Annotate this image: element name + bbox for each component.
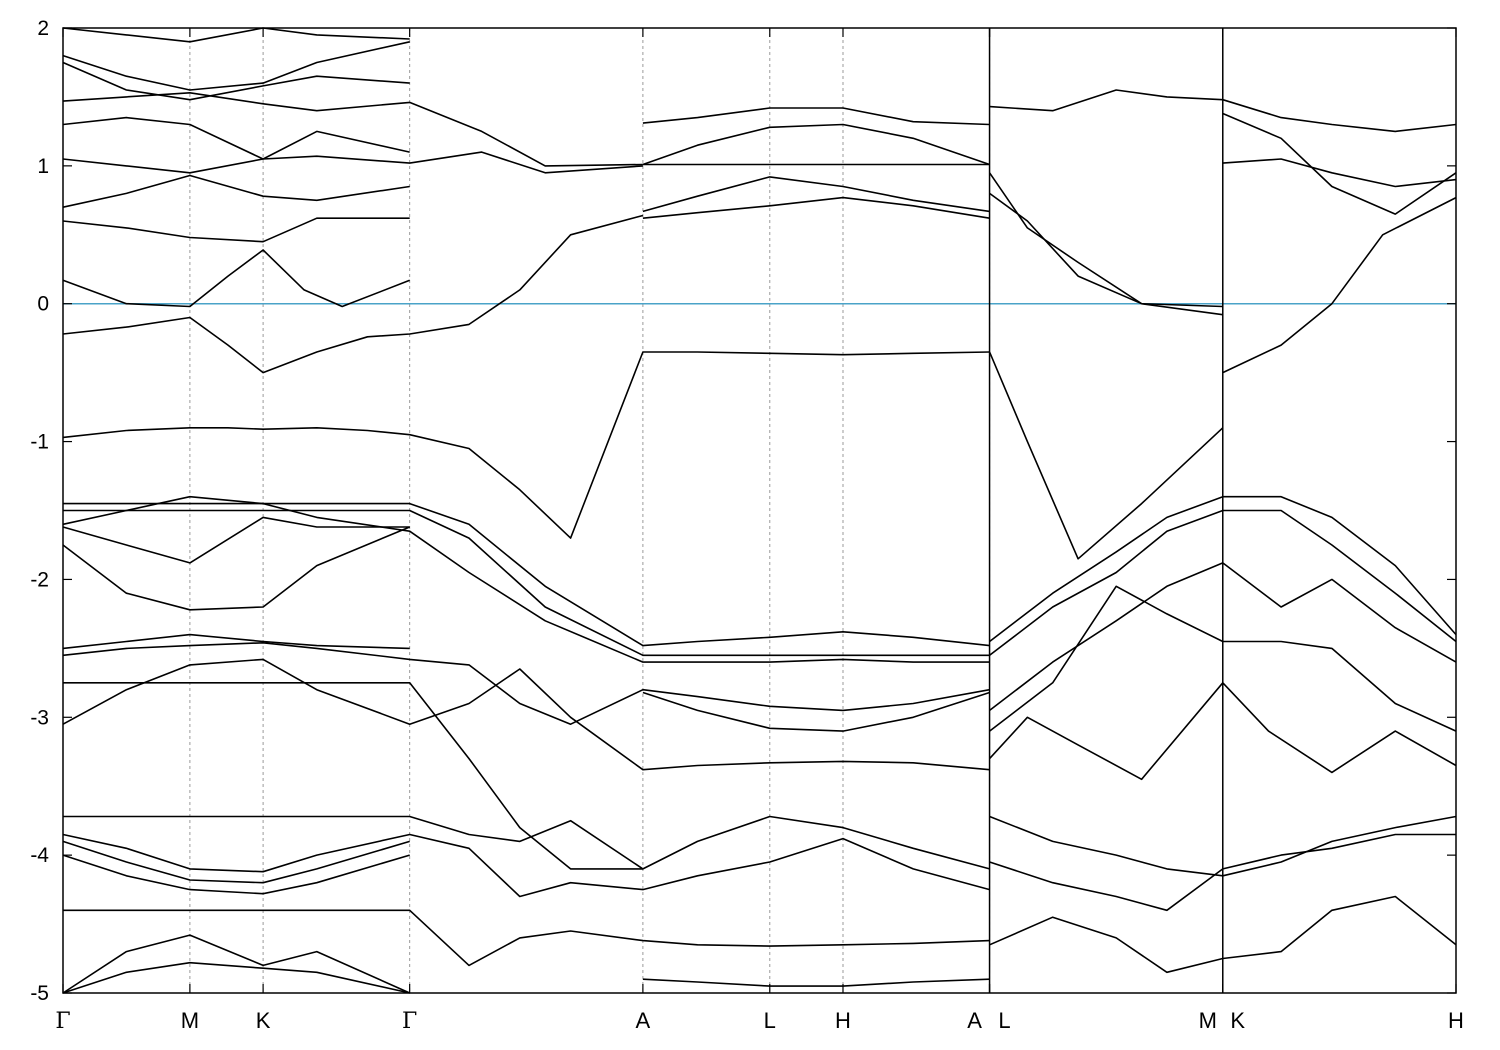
band-line-35 bbox=[63, 815, 990, 870]
band-line-6 bbox=[642, 196, 990, 219]
y-tick-label: 1 bbox=[37, 155, 49, 178]
band-line-28 bbox=[63, 681, 643, 870]
band-line-9 bbox=[989, 192, 1223, 308]
band-line-18 bbox=[1222, 112, 1457, 215]
band-line-44 bbox=[62, 961, 410, 994]
band-line-49 bbox=[62, 116, 410, 160]
x-kpoint-label: Γ bbox=[402, 1009, 417, 1034]
plot-frame bbox=[62, 27, 1457, 994]
band-line-46 bbox=[62, 27, 410, 43]
y-tick-label: -2 bbox=[30, 568, 49, 591]
y-tick-label: -5 bbox=[30, 982, 49, 1005]
y-tick-label: -1 bbox=[30, 431, 49, 454]
band-line-45 bbox=[642, 978, 990, 987]
band-line-37 bbox=[62, 840, 410, 884]
band-line-36 bbox=[62, 833, 990, 898]
band-line-1 bbox=[62, 351, 990, 539]
x-kpoint-label: L bbox=[998, 1008, 1010, 1033]
band-line-5 bbox=[62, 249, 410, 308]
x-kpoint-label: K bbox=[1230, 1008, 1245, 1033]
band-line-43 bbox=[62, 934, 411, 994]
band-line-19 bbox=[1222, 158, 1457, 188]
band-line-21 bbox=[63, 509, 990, 657]
y-tick-label: -4 bbox=[30, 844, 49, 867]
band-line-13 bbox=[642, 107, 990, 126]
band-line-11 bbox=[62, 151, 643, 174]
x-kpoint-label: A bbox=[967, 1008, 982, 1033]
band-line-26 bbox=[62, 641, 990, 726]
band-line-39 bbox=[63, 909, 990, 967]
x-kpoint-label: K bbox=[256, 1008, 271, 1033]
x-kpoint-label: M bbox=[181, 1008, 199, 1033]
band-line-27 bbox=[642, 691, 990, 732]
x-kpoint-label: A bbox=[636, 1008, 651, 1033]
band-line-24 bbox=[62, 526, 411, 611]
band-line-15 bbox=[62, 217, 410, 243]
band-line-14 bbox=[642, 123, 990, 166]
y-tick-label: 2 bbox=[37, 17, 49, 40]
band-line-3 bbox=[1222, 196, 1457, 374]
band-line-38 bbox=[62, 854, 410, 895]
band-line-22 bbox=[62, 495, 990, 663]
y-axis: -5 -4 -3 -2 -1 0 1 2 bbox=[30, 17, 1456, 1005]
band-line-20 bbox=[63, 502, 990, 647]
band-line-7 bbox=[642, 176, 990, 213]
band-line-2 bbox=[988, 351, 1224, 560]
x-kpoint-label: L bbox=[764, 1008, 776, 1033]
x-kpoint-label: Γ bbox=[55, 1009, 70, 1034]
x-kpoint-label: H bbox=[1448, 1008, 1464, 1033]
band-line-16 bbox=[62, 174, 410, 208]
band-line-23 bbox=[62, 516, 410, 564]
band-line-4 bbox=[62, 214, 644, 374]
x-kpoint-label: M bbox=[1199, 1008, 1217, 1033]
band-line-48 bbox=[62, 61, 410, 101]
band-line-10 bbox=[62, 92, 643, 167]
band-line-29 bbox=[62, 658, 990, 771]
band-line-25 bbox=[62, 633, 410, 650]
band-line-8 bbox=[988, 172, 1223, 316]
band-line-47 bbox=[62, 41, 410, 91]
y-tick-label: 0 bbox=[37, 293, 49, 316]
y-tick-label: -3 bbox=[30, 706, 49, 729]
path-break-layer bbox=[988, 28, 1224, 993]
x-kpoint-label: H bbox=[835, 1008, 851, 1033]
